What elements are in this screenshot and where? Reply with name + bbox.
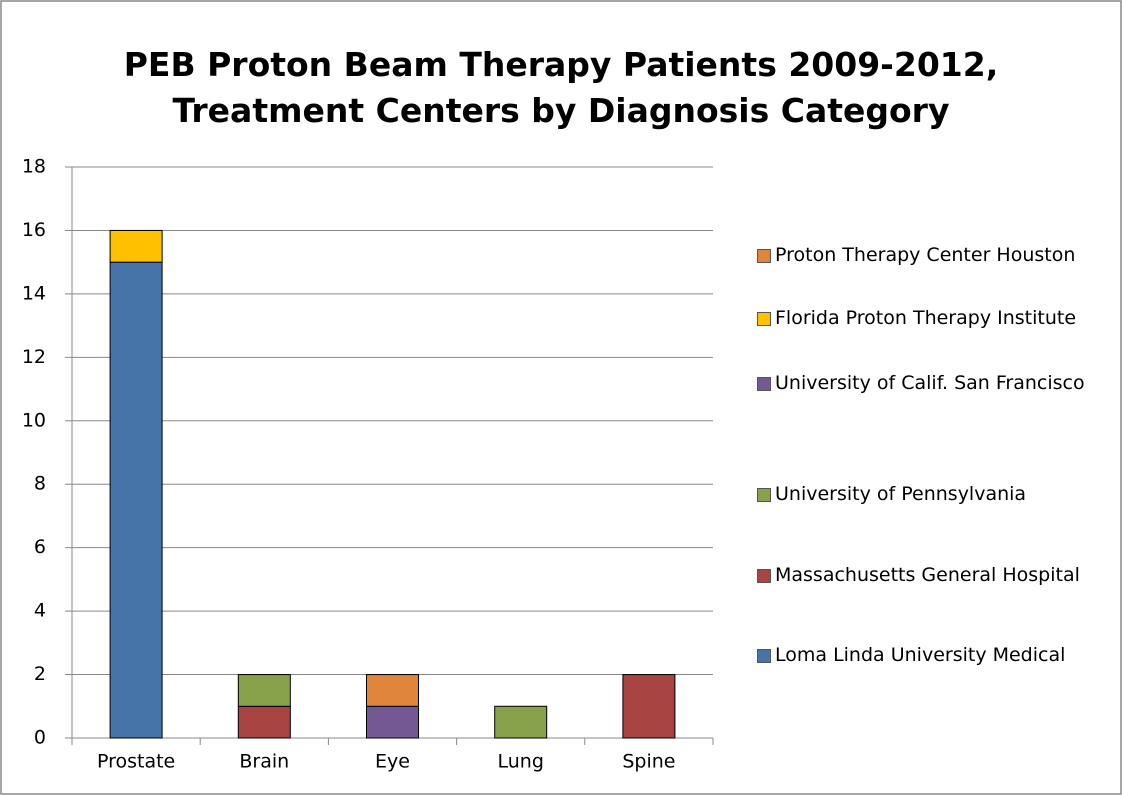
x-tick-label: Spine [622,751,675,773]
bar-segment [366,674,419,707]
legend-swatch [757,249,771,263]
y-tick-label: 6 [34,536,46,558]
x-tick-label: Eye [375,751,410,773]
legend-swatch [757,569,771,583]
legend-swatch [757,649,771,663]
legend-swatch [757,488,771,502]
y-tick-label: 10 [22,409,46,431]
legend-label: Massachusetts General Hospital [775,564,1080,586]
y-tick-label: 8 [34,473,46,495]
bar-segment [494,705,548,739]
x-tick-label: Prostate [97,751,175,773]
legend-label: Florida Proton Therapy Institute [775,307,1077,329]
bar-segment [237,705,291,739]
legend-item: Florida Proton Therapy Institute [757,303,1110,334]
legend-label: University of Calif. San Francisco [775,372,1085,394]
legend-label: University of Pennsylvania [775,483,1027,505]
chart-title: PEB Proton Beam Therapy Patients 2009-20… [123,45,999,130]
legend-swatch [757,312,771,326]
legend-swatch [757,377,771,391]
bar-segment [622,674,676,739]
bar-segment [237,674,291,707]
legend-item: University of Calif. San Francisco [757,368,1110,399]
legend-label: Proton Therapy Center Houston [775,244,1076,266]
legend-item: University of Pennsylvania [757,479,1110,510]
legend-item: Loma Linda University Medical [757,640,1110,671]
legend-label: Loma Linda University Medical [775,644,1066,666]
x-tick-label: Lung [497,751,543,773]
y-tick-label: 18 [22,156,46,178]
legend-item: Proton Therapy Center Houston [757,240,1110,271]
y-tick-label: 12 [22,346,46,368]
bar-segment [366,705,419,739]
bar-segment [109,261,163,739]
y-tick-label: 4 [34,600,46,622]
x-tick-label: Brain [239,751,289,773]
bar-segment [109,229,163,263]
legend-item: Massachusetts General Hospital [757,560,1110,591]
y-tick-label: 16 [22,219,46,241]
y-tick-label: 2 [34,663,46,685]
y-tick-label: 0 [34,727,46,749]
y-tick-label: 14 [22,282,46,304]
